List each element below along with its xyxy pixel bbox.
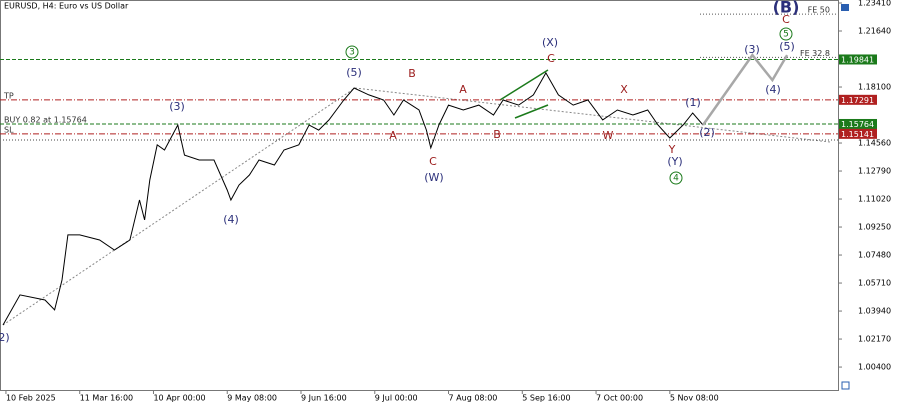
wave-label: B bbox=[493, 128, 501, 141]
x-tick-label: 7 Aug 08:00 bbox=[449, 394, 498, 403]
level-label: FE 50 bbox=[808, 6, 830, 15]
price-box-label: 1.15141 bbox=[841, 130, 874, 139]
icon bbox=[841, 381, 850, 390]
x-tick-label: 9 Jun 16:00 bbox=[301, 394, 347, 403]
wave-label: Y bbox=[668, 143, 676, 156]
price-box-label: 1.15764 bbox=[841, 120, 874, 129]
x-tick-label: 10 Apr 00:00 bbox=[153, 394, 205, 403]
wave-circle bbox=[669, 171, 683, 185]
x-tick-label: 9 May 08:00 bbox=[227, 394, 277, 403]
wave-label: W bbox=[603, 129, 614, 142]
wave-label: (W) bbox=[424, 171, 443, 184]
price-box bbox=[839, 118, 877, 129]
wave-label: C bbox=[547, 52, 555, 65]
x-tick-label: 5 Nov 08:00 bbox=[670, 394, 719, 403]
wave-label: (Y) bbox=[667, 155, 682, 168]
wave-label: B bbox=[408, 67, 416, 80]
wave-label: 5 bbox=[783, 30, 789, 40]
wave-label: (4) bbox=[765, 83, 781, 96]
wave-label: (B) bbox=[773, 0, 800, 17]
wave-circle bbox=[779, 27, 793, 41]
wave-label: X bbox=[620, 83, 628, 96]
price-box-label: 1.19841 bbox=[841, 55, 874, 64]
level-label: BUY 0.82 at 1.15764 bbox=[4, 115, 87, 124]
y-tick-label: 1.14560 bbox=[858, 139, 891, 148]
wave-label: (4) bbox=[223, 213, 239, 226]
y-tick-label: 1.00400 bbox=[858, 363, 891, 372]
wave-label: (3) bbox=[744, 43, 760, 56]
y-tick-label: 1.21640 bbox=[858, 27, 891, 36]
y-tick-label: 1.07480 bbox=[858, 251, 891, 260]
wave-label: (X) bbox=[542, 36, 558, 49]
price-box bbox=[839, 128, 877, 139]
projection-line bbox=[701, 53, 789, 126]
wave-label: (5) bbox=[346, 66, 362, 79]
price-box-label: 1.17291 bbox=[841, 96, 874, 105]
wave-label: 2) bbox=[0, 331, 10, 344]
x-tick-label: 9 Jul 00:00 bbox=[375, 394, 418, 403]
wave-label: A bbox=[389, 129, 397, 142]
wave-label: C bbox=[782, 13, 790, 26]
wave-circle bbox=[345, 45, 359, 59]
trend-line bbox=[2, 87, 356, 326]
price-line bbox=[2, 71, 704, 326]
y-tick-label: 1.02170 bbox=[858, 335, 891, 344]
level-label: FE 32.8 bbox=[800, 49, 830, 58]
plot-frame bbox=[0, 0, 839, 391]
y-tick-label: 1.23410 bbox=[858, 0, 891, 8]
y-tick-label: 1.09250 bbox=[858, 223, 891, 232]
x-tick-label: 7 Oct 00:00 bbox=[596, 394, 643, 403]
y-tick-label: 1.05710 bbox=[858, 279, 891, 288]
wave-label: (1) bbox=[685, 96, 701, 109]
wave-label: A bbox=[459, 83, 467, 96]
price-box bbox=[839, 54, 877, 65]
y-tick-label: 1.12790 bbox=[858, 167, 891, 176]
level-label: TP bbox=[3, 91, 14, 100]
price-box bbox=[839, 94, 877, 105]
wave-label: (3) bbox=[169, 100, 185, 113]
icon bbox=[841, 4, 849, 11]
wave-label: (2) bbox=[699, 126, 715, 139]
level-label: SL bbox=[4, 125, 14, 134]
wave-label: 3 bbox=[349, 48, 355, 58]
y-tick-label: 1.03940 bbox=[858, 307, 891, 316]
wave-label: C bbox=[429, 155, 437, 168]
y-tick-label: 1.18100 bbox=[858, 83, 891, 92]
wedge-line bbox=[499, 69, 549, 101]
chart-title: EURUSD, H4: Euro vs US Dollar bbox=[4, 2, 129, 11]
x-tick-label: 5 Sep 16:00 bbox=[522, 394, 570, 403]
x-tick-label: 11 Mar 16:00 bbox=[80, 394, 133, 403]
wave-label: 4 bbox=[673, 174, 679, 184]
wedge-line bbox=[514, 104, 549, 119]
x-tick-label: 10 Feb 2025 bbox=[6, 394, 56, 403]
wave-label: (5) bbox=[779, 40, 795, 53]
y-tick-label: 1.11020 bbox=[858, 195, 891, 204]
